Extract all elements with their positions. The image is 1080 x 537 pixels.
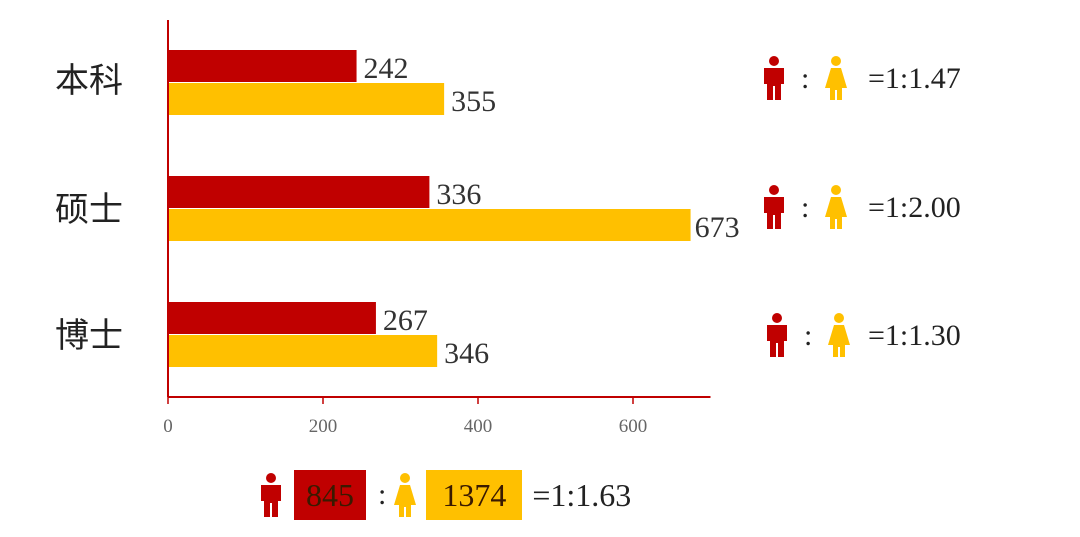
male-value-label: 242 [364, 52, 409, 85]
category-label: 博士 [55, 316, 123, 356]
x-tick-label: 0 [163, 416, 173, 437]
summary-colon: : [378, 478, 387, 511]
female-value-label: 346 [444, 337, 489, 370]
female-bar [169, 335, 438, 367]
ratio-column: : =1:1.47: =1:2.00: =1:1.30 [764, 56, 961, 357]
female-value-label: 673 [695, 211, 740, 244]
category-label: 本科 [55, 61, 123, 101]
female-value-label: 355 [451, 85, 496, 118]
female-person-icon [825, 185, 847, 229]
category-label: 硕士 [55, 190, 123, 230]
male-total-box: 845 [294, 470, 366, 520]
chart-axes: 0 200 400 600 [163, 20, 711, 437]
ratio-label: =1:2.00 [868, 191, 961, 224]
female-person-icon [825, 56, 847, 100]
totals-summary: 845 : 1374 =1:1.63 [258, 462, 631, 528]
male-bar [169, 50, 357, 82]
chart-bars: 本科 242 355 硕士 336 673 博士 267 346 [55, 50, 740, 370]
female-bar [169, 209, 691, 241]
male-person-icon [764, 56, 784, 100]
female-person-icon [392, 473, 418, 517]
ratio-label: =1:1.47 [868, 62, 961, 95]
male-person-icon [258, 473, 284, 517]
x-tick-label: 600 [619, 416, 648, 437]
female-total-box: 1374 [426, 470, 523, 520]
male-person-icon [767, 313, 787, 357]
ratio-colon: : [801, 62, 809, 95]
ratio-label: =1:1.30 [868, 319, 961, 352]
male-person-icon [764, 185, 784, 229]
ratio-colon: : [804, 319, 812, 352]
x-tick-label: 400 [464, 416, 493, 437]
male-value-label: 267 [383, 304, 428, 337]
summary-ratio: =1:1.63 [532, 476, 632, 513]
male-value-label: 336 [436, 178, 481, 211]
male-bar [169, 176, 430, 208]
ratio-colon: : [801, 191, 809, 224]
male-bar [169, 302, 376, 334]
female-person-icon [828, 313, 850, 357]
x-tick-label: 200 [309, 416, 338, 437]
female-bar [169, 83, 445, 115]
